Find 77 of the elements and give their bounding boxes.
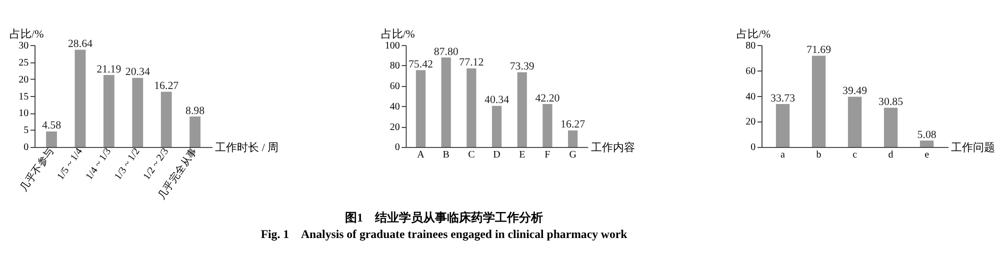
y-tick-label: 100 xyxy=(384,40,400,52)
y-tick-label: 15 xyxy=(18,91,29,102)
bar xyxy=(441,58,451,148)
bar xyxy=(160,92,172,148)
bar xyxy=(132,78,144,148)
data-label: 73.39 xyxy=(510,60,534,72)
x-tick-label: c xyxy=(852,149,858,160)
bar xyxy=(920,140,934,148)
x-tick-label: e xyxy=(924,149,930,160)
data-label: 75.42 xyxy=(408,58,434,70)
y-tick-label: 80 xyxy=(746,40,756,52)
x-tick-label: a xyxy=(780,149,786,160)
y-axis-title: 占比/% xyxy=(10,27,44,40)
data-label: 5.08 xyxy=(917,128,937,141)
data-label: 77.12 xyxy=(459,56,484,69)
y-axis-title: 占比/% xyxy=(380,27,415,40)
bar xyxy=(190,116,201,148)
bar xyxy=(568,130,578,148)
y-tick-label: 60 xyxy=(390,81,400,92)
caption: 图1 结业学员从事临床药学工作分析 xyxy=(345,210,543,225)
data-label: 16.27 xyxy=(154,80,180,92)
y-tick-label: 30 xyxy=(18,40,29,52)
x-tick-label: D xyxy=(493,149,500,160)
x-tick-label: B xyxy=(442,149,450,160)
y-tick-label: 40 xyxy=(746,91,756,102)
bar xyxy=(103,75,114,148)
y-tick-label: 10 xyxy=(18,108,29,120)
x-tick-label: 1/5 ~ 1/4 xyxy=(55,146,85,182)
bar xyxy=(884,108,898,148)
bar xyxy=(416,70,426,148)
bar xyxy=(74,50,86,148)
x-axis-title: 工作时长 / 周 xyxy=(215,141,279,154)
data-label: 20.34 xyxy=(125,66,150,78)
x-tick-label: E xyxy=(519,149,526,160)
y-tick-label: 60 xyxy=(746,66,756,77)
data-label: 4.58 xyxy=(42,120,62,132)
y-tick-label: 0 xyxy=(750,142,756,154)
data-label: 33.73 xyxy=(770,92,796,104)
bar xyxy=(542,104,552,148)
data-label: 8.98 xyxy=(186,104,206,117)
data-label: 40.34 xyxy=(484,94,510,106)
bar xyxy=(46,131,57,148)
x-tick-label: F xyxy=(544,149,551,160)
bar xyxy=(466,68,476,148)
data-label: 28.64 xyxy=(68,38,94,50)
bar xyxy=(492,106,502,148)
y-axis-title: 占比/% xyxy=(736,27,771,40)
y-tick-label: 20 xyxy=(746,116,756,128)
y-tick-label: 20 xyxy=(390,122,400,133)
x-tick-label: b xyxy=(816,149,822,160)
data-label: 21.19 xyxy=(96,63,122,76)
bar xyxy=(517,72,527,148)
bar xyxy=(848,96,862,148)
bar xyxy=(776,104,790,148)
y-tick-label: 25 xyxy=(18,57,29,68)
bar xyxy=(812,56,826,148)
data-label: 16.27 xyxy=(560,118,586,131)
x-tick-label: A xyxy=(417,149,426,160)
data-label: 87.80 xyxy=(434,46,459,58)
y-tick-label: 0 xyxy=(24,142,29,154)
y-tick-label: 5 xyxy=(24,125,29,136)
y-tick-label: 0 xyxy=(394,142,400,154)
x-tick-label: d xyxy=(888,149,894,160)
x-axis-title: 工作问题 xyxy=(951,142,996,154)
data-label: 71.69 xyxy=(806,44,832,56)
data-label: 39.49 xyxy=(842,84,868,97)
data-label: 42.20 xyxy=(535,92,560,104)
x-tick-label: C xyxy=(468,149,476,160)
x-tick-label: 1/3 ~ 1/2 xyxy=(112,146,142,182)
x-axis-title: 工作内容 xyxy=(590,141,635,154)
x-tick-label: G xyxy=(569,149,576,160)
caption: Fig. 1 Analysis of graduate trainees engaged in clinical pharmacy work xyxy=(260,227,628,241)
y-tick-label: 40 xyxy=(390,101,400,112)
y-tick-label: 80 xyxy=(390,60,400,72)
data-label: 30.85 xyxy=(878,96,904,108)
x-tick-label: 1/4 ~ 1/3 xyxy=(84,146,114,182)
y-tick-label: 20 xyxy=(18,74,29,86)
